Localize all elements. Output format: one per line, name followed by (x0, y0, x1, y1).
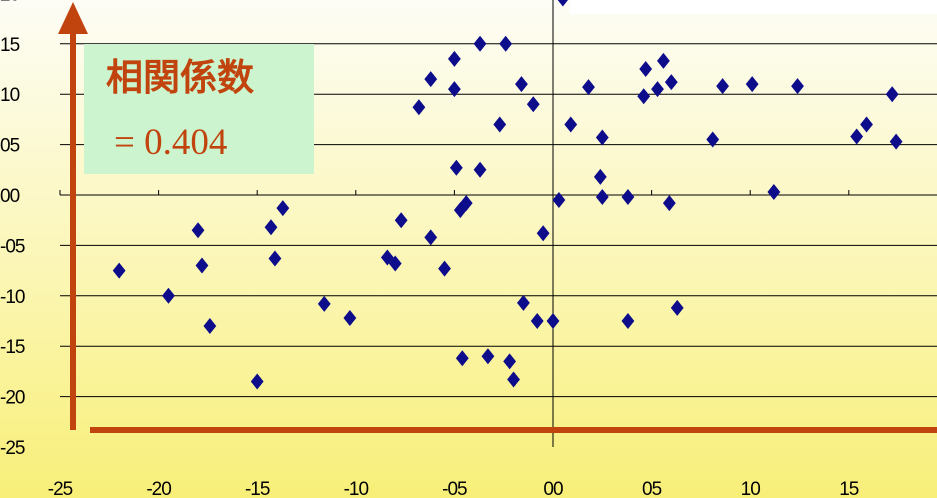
y-tick-label: 15 (0, 35, 20, 56)
y-tick-label: 00 (0, 186, 20, 207)
data-points (112, 0, 903, 390)
data-point (651, 81, 664, 98)
data-point (162, 287, 175, 304)
data-point (582, 79, 595, 96)
data-point (557, 0, 569, 7)
data-point (639, 61, 653, 77)
data-point (664, 74, 678, 91)
data-point (112, 262, 126, 279)
data-point (438, 260, 451, 277)
data-point (473, 161, 487, 178)
data-point (657, 52, 670, 69)
x-tick-label: -10 (344, 479, 369, 498)
data-point (424, 71, 438, 88)
x-tick-label: 10 (741, 479, 761, 498)
data-point (268, 250, 282, 267)
y-tick-label: 20 (0, 0, 20, 5)
data-point (885, 86, 899, 103)
data-point (716, 78, 729, 95)
data-point (343, 309, 357, 326)
data-point (530, 313, 544, 329)
vertical-arrow-head (58, 2, 88, 34)
data-point (424, 229, 438, 246)
data-point (536, 225, 550, 242)
data-point (706, 131, 720, 148)
data-point (503, 353, 517, 370)
x-tick-labels: -25-20-15-10-0500051015202 (48, 479, 860, 498)
x-tick-label: 15 (839, 479, 859, 498)
data-point (662, 195, 676, 212)
data-point (473, 35, 487, 52)
data-point (481, 348, 495, 365)
data-point (595, 189, 609, 206)
y-tick-label: 10 (0, 85, 20, 106)
x-tick-label: -15 (245, 479, 270, 498)
data-point (564, 116, 578, 133)
correlation-value: = 0.404 (114, 122, 227, 163)
data-point (621, 313, 635, 329)
data-point (595, 129, 609, 146)
correlation-title: 相関係数 (106, 56, 254, 99)
data-point (552, 192, 566, 209)
axes (59, 0, 850, 447)
y-tick-label: -20 (0, 388, 25, 409)
data-point (493, 116, 507, 133)
data-point (195, 257, 209, 274)
top-label-box (570, 0, 937, 14)
x-tick-label: -05 (442, 479, 467, 498)
vertical-arrow (58, 2, 88, 430)
data-point (250, 373, 264, 390)
y-tick-label: -15 (0, 337, 25, 358)
x-tick-label: 00 (543, 479, 563, 498)
correlation-annotation: 相関係数 = 0.404 (84, 44, 314, 174)
y-tick-label: -25 (0, 438, 25, 459)
x-tick-label: -20 (146, 479, 171, 498)
data-point (459, 195, 473, 212)
x-tick-label: -25 (48, 479, 73, 498)
data-point (448, 50, 461, 67)
data-point (593, 168, 607, 185)
data-point (388, 255, 402, 272)
data-point (455, 350, 469, 367)
correlation-box (84, 44, 314, 174)
data-point (191, 222, 205, 239)
data-point (448, 81, 461, 98)
data-point (526, 96, 540, 113)
data-point (850, 128, 864, 145)
data-point (412, 99, 426, 116)
data-point (670, 299, 684, 316)
data-point (394, 212, 408, 229)
data-point (515, 76, 528, 93)
data-point (264, 219, 278, 236)
data-point (791, 78, 804, 95)
data-point (767, 183, 781, 200)
y-tick-label: -05 (0, 236, 25, 257)
y-tick-label: 05 (0, 136, 20, 157)
data-point (317, 295, 331, 312)
data-point (546, 313, 560, 329)
data-point (517, 294, 530, 311)
data-point (745, 76, 759, 93)
x-tick-label: 05 (642, 479, 662, 498)
y-tick-labels: -25 -20 -15 -10 -05 00 05 10 15 20 (0, 0, 26, 459)
data-point (507, 371, 520, 388)
data-point (621, 189, 635, 206)
data-point (276, 200, 290, 217)
data-point (499, 35, 513, 52)
data-point (203, 318, 217, 335)
data-point (449, 159, 463, 176)
data-point (889, 133, 903, 150)
data-point (637, 88, 651, 105)
y-tick-label: -10 (0, 287, 25, 308)
data-point (860, 116, 873, 133)
